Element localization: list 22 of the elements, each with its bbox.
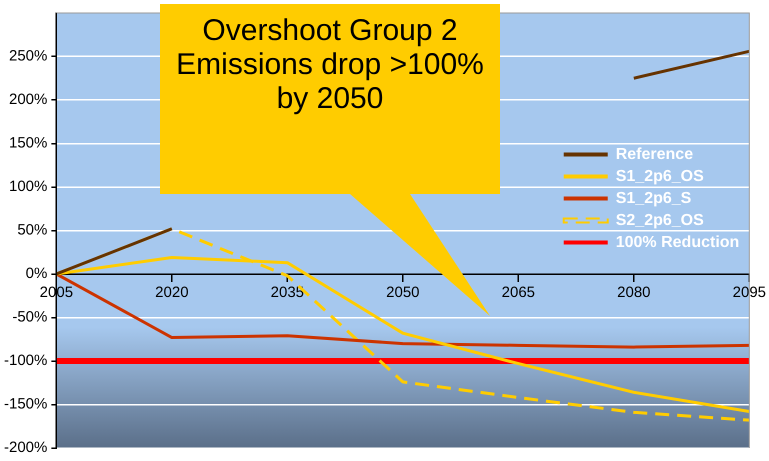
x-tick-label: 2020 <box>155 284 189 302</box>
y-tick-label: -150% <box>4 396 48 413</box>
y-tick-label: -100% <box>4 352 48 370</box>
y-tick-label: 0% <box>26 265 48 282</box>
y-tick-label: -200% <box>4 439 48 456</box>
y-tick-label: 200% <box>8 91 48 108</box>
x-tick-label: 2095 <box>732 284 766 302</box>
legend-label: Reference <box>616 146 694 163</box>
y-tick-label: 150% <box>8 134 48 152</box>
annotation: Overshoot Group 2 Emissions drop >100% by 2050 <box>175 14 485 116</box>
x-tick-label: 2050 <box>386 284 420 302</box>
y-tick-label: 50% <box>17 222 48 239</box>
legend-label: S2_2p6_OS <box>616 212 704 229</box>
y-tick-label: -50% <box>12 308 48 326</box>
legend-label: S1_2p6_OS <box>616 168 704 185</box>
x-tick-label: 2065 <box>502 284 536 302</box>
legend-label: S1_2p6_S <box>616 190 692 207</box>
x-tick-label: 2035 <box>270 284 304 302</box>
y-tick-label: 250% <box>8 48 48 65</box>
x-tick-label: 2080 <box>617 284 651 302</box>
legend-label: 100% Reduction <box>616 234 740 251</box>
y-tick-label: 100% <box>8 178 48 196</box>
